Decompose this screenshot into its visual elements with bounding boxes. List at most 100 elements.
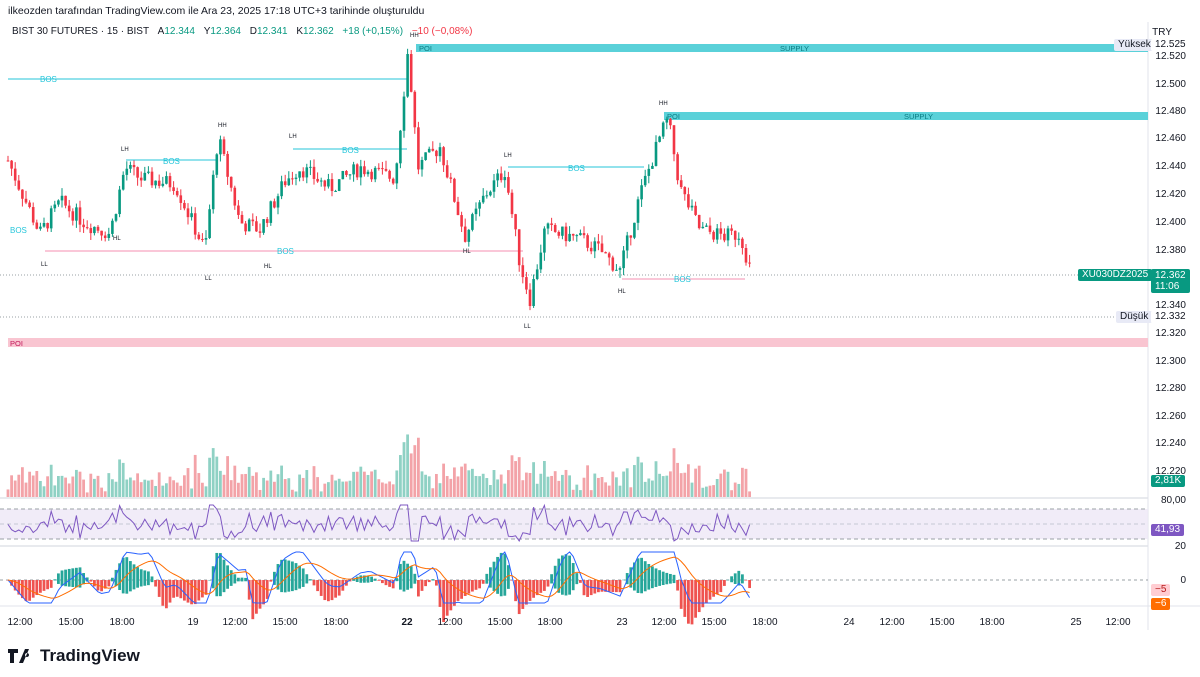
candle-body [391, 178, 395, 184]
macd-bar [420, 580, 424, 591]
macd-bar [305, 574, 309, 584]
rsi-axis-20: 20 [1174, 541, 1186, 552]
macd-bar [49, 580, 53, 588]
macd-bar [474, 580, 478, 590]
macd-bar [435, 580, 438, 586]
macd-bar [150, 576, 154, 583]
macd-bar [330, 580, 334, 601]
volume-bar [546, 476, 550, 497]
candle-body [489, 191, 492, 196]
symbol-name[interactable]: BIST 30 FUTURES · 15 · BIST [12, 26, 149, 37]
macd-bar [406, 563, 409, 590]
volume-bar [269, 470, 273, 497]
macd-bar [546, 580, 550, 587]
macd-bar [67, 568, 71, 587]
volume-bar [733, 482, 737, 497]
candle-body [672, 125, 676, 155]
macd-bar [82, 573, 85, 585]
candle-body [463, 226, 467, 242]
macd-bar [445, 580, 449, 616]
candle-body [78, 207, 82, 225]
volume-bar [345, 481, 348, 497]
volume-bar [391, 484, 395, 497]
macd-bar [543, 580, 546, 591]
candle-body [665, 118, 669, 123]
volume-bar [39, 480, 42, 497]
macd-bar [381, 580, 384, 584]
svg-text:HL: HL [264, 264, 272, 270]
candle-body [301, 171, 305, 178]
candle-body [17, 180, 21, 190]
volume-bar [708, 485, 712, 497]
poi-label-demand: POI [10, 339, 23, 348]
candle-body [402, 96, 406, 131]
macd-bar [715, 580, 719, 595]
volume-bar [550, 475, 553, 497]
candle-body [719, 228, 723, 234]
volume-bar [453, 467, 456, 497]
candle-body [337, 179, 341, 191]
volume-bar [165, 483, 168, 497]
macd-bar [154, 580, 157, 587]
volume-bar [183, 475, 186, 497]
candle-body [291, 178, 294, 180]
volume-bar [568, 475, 571, 497]
candle-body [309, 166, 312, 168]
volume-bar [737, 483, 741, 497]
macd-bar [161, 580, 165, 606]
volume-bar [622, 471, 625, 497]
volume-bar [129, 477, 132, 497]
macd-bar [301, 568, 305, 587]
volume-bar [172, 480, 175, 497]
macd-bar [287, 560, 291, 592]
candle-body [201, 238, 204, 240]
macd-bar [35, 580, 39, 596]
macd-bar [247, 580, 251, 600]
candle-body [553, 224, 557, 232]
change-secondary: −10 (−0,08%) [411, 26, 473, 37]
macd-bar [172, 580, 175, 598]
volume-bar [10, 475, 13, 497]
volume-bar [600, 477, 604, 497]
macd-bar [697, 580, 701, 613]
macd-bar [694, 580, 697, 618]
volume-bar [679, 473, 683, 497]
volume-bar [60, 475, 64, 497]
candle-body [363, 166, 366, 175]
macd-bar [251, 580, 255, 620]
macd-bar [57, 573, 60, 584]
currency-label[interactable]: TRY [1152, 27, 1172, 38]
time-tick: 12:00 [879, 617, 905, 628]
macd-bar [186, 580, 190, 603]
candle-body [100, 230, 103, 236]
volume-bar [553, 471, 557, 497]
macd-bar [21, 580, 24, 599]
candle-body [435, 150, 438, 157]
volume-bar [190, 488, 193, 497]
macd-bar [643, 561, 647, 592]
volume-bar [139, 482, 143, 497]
volume-bar [35, 470, 39, 497]
macd-bar [237, 577, 240, 582]
macd-bar [60, 570, 64, 586]
macd-bar [564, 554, 568, 596]
macd-bar [730, 576, 733, 583]
volume-bar [215, 456, 219, 497]
candle-body [467, 229, 471, 242]
time-tick: 18:00 [323, 617, 349, 628]
candle-body [643, 175, 647, 186]
time-tick: 24 [843, 617, 855, 628]
time-tick: 18:00 [979, 617, 1005, 628]
candle-body [39, 226, 42, 229]
volume-bar [89, 473, 93, 497]
volume-bar [381, 482, 384, 497]
candle-body [373, 167, 377, 180]
macd-bar [143, 570, 147, 586]
macd-bar [316, 580, 319, 592]
volume-bar [96, 475, 100, 497]
volume-bar [366, 474, 370, 497]
candle-body [143, 172, 147, 181]
macd-histogram [6, 552, 751, 625]
candle-body [82, 224, 85, 228]
